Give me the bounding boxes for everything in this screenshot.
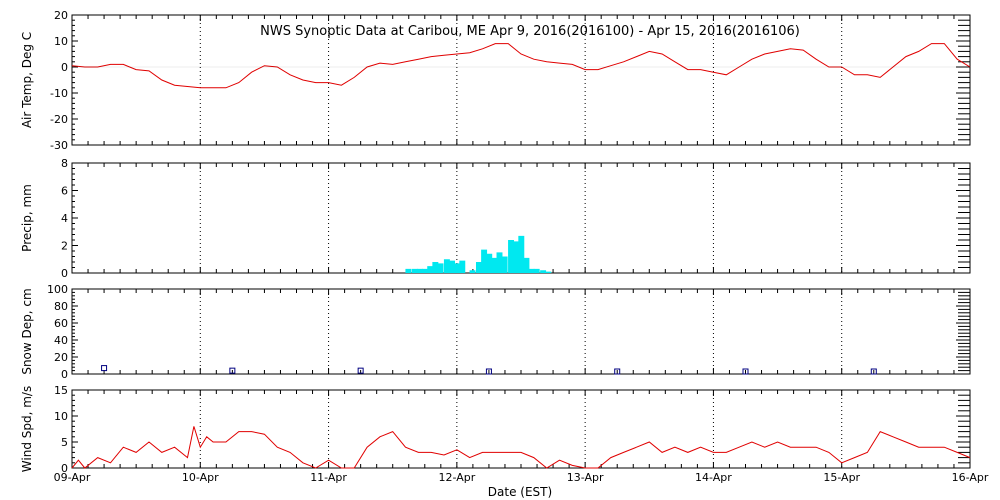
snow-frame [71, 288, 971, 375]
precip-bar [523, 257, 530, 273]
precip-bar [449, 260, 456, 273]
chart-title: NWS Synoptic Data at Caribou, ME Apr 9, … [260, 24, 800, 39]
wind-y-tick-label: 5 [61, 436, 68, 449]
wind-y-tick-label: 10 [54, 410, 68, 423]
wind-y-tick-label: 15 [54, 384, 68, 397]
precip-bar [513, 241, 520, 273]
x-tick-label: 14-Apr [695, 471, 732, 484]
snow-y-tick-label: 100 [47, 283, 68, 296]
snow-y-tick-label: 0 [61, 368, 68, 381]
x-tick-label: 16-Apr [952, 471, 989, 484]
precip-bar [459, 260, 466, 273]
precip-bar [540, 270, 547, 273]
x-tick-label: 12-Apr [438, 471, 475, 484]
x-tick-label: 13-Apr [567, 471, 604, 484]
precip-bar [508, 240, 515, 273]
x-tick-labels: 09-Apr 10-Apr 11-Apr 12-Apr 13-Apr 14-Apr 15-A… [54, 471, 989, 484]
precip-bar [528, 268, 535, 273]
precip-y-axis-label: Precip, mm [20, 184, 34, 252]
wind-y-axis-label: Wind Spd, m/s [20, 386, 34, 472]
precip-y-tick-label: 2 [61, 240, 68, 253]
temp-y-tick-label: -30 [50, 139, 68, 152]
wind-y-tick-label: 0 [61, 462, 68, 475]
precip-y-tick-label: 4 [61, 212, 68, 225]
precip-bar [491, 257, 498, 273]
precip-bar [533, 268, 540, 273]
precip-bar [454, 263, 461, 273]
temp-series-line [71, 43, 971, 89]
wind-frame [71, 389, 971, 469]
temp-y-tick-label: 0 [61, 61, 68, 74]
precip-bar [486, 253, 493, 273]
x-tick-label: 10-Apr [182, 471, 219, 484]
precip-y-tick-label: 6 [61, 185, 68, 198]
temp-panel: -30 -20 -10 0 10 20 Air Temp, Deg C [20, 9, 971, 152]
snow-y-tick-label: 20 [54, 351, 68, 364]
snow-depth-point [742, 368, 749, 375]
snow-y-tick-label: 80 [54, 300, 68, 313]
temp-y-tick-label: 10 [54, 35, 68, 48]
temp-y-tick-label: -10 [50, 87, 68, 100]
snow-depth-point [101, 365, 108, 372]
snow-depth-point [229, 367, 236, 374]
precip-bar [432, 262, 439, 273]
wind-panel: 0 5 10 15 Wind Spd, m/s [20, 384, 971, 475]
precip-bar [475, 262, 482, 273]
snow-y-axis-label: Snow Dep, cm [20, 288, 34, 374]
precip-bar [501, 256, 508, 273]
precip-bar [427, 266, 434, 273]
temp-y-tick-label: -20 [50, 113, 68, 126]
snow-depth-point [357, 367, 364, 374]
x-axis-label: Date (EST) [488, 485, 552, 499]
precip-bar [422, 268, 429, 273]
snow-depth-point [485, 368, 492, 375]
x-tick-label: 11-Apr [310, 471, 347, 484]
precip-bar [496, 252, 503, 273]
panels: -30 -20 -10 0 10 20 Air Temp, Deg C 0 2 4 6 8 Precip… [20, 9, 971, 475]
wind-series-line [71, 426, 971, 469]
precip-y-tick-label: 8 [61, 157, 68, 170]
x-tick-label: 09-Apr [54, 471, 91, 484]
precip-bar [518, 235, 525, 273]
precip-bar [545, 271, 552, 273]
snow-y-tick-label: 60 [54, 317, 68, 330]
precip-bar [437, 263, 444, 273]
precip-bar [481, 249, 488, 273]
temp-y-axis-label: Air Temp, Deg C [20, 32, 34, 128]
snow-panel: 0 20 40 60 80 100 Snow Dep, cm [20, 283, 971, 381]
precip-bar [405, 268, 412, 273]
x-tick-label: 15-Apr [823, 471, 860, 484]
temp-y-tick-label: 20 [54, 9, 68, 22]
precip-bar [443, 259, 450, 273]
precip-bar [411, 268, 418, 273]
precip-panel: 0 2 4 6 8 Precip, mm [20, 157, 971, 280]
snow-depth-point [870, 368, 877, 375]
precip-y-tick-label: 0 [61, 267, 68, 280]
snow-y-tick-label: 40 [54, 334, 68, 347]
precip-bar [416, 268, 423, 273]
snow-depth-point [614, 368, 621, 375]
precip-bar [469, 270, 476, 273]
